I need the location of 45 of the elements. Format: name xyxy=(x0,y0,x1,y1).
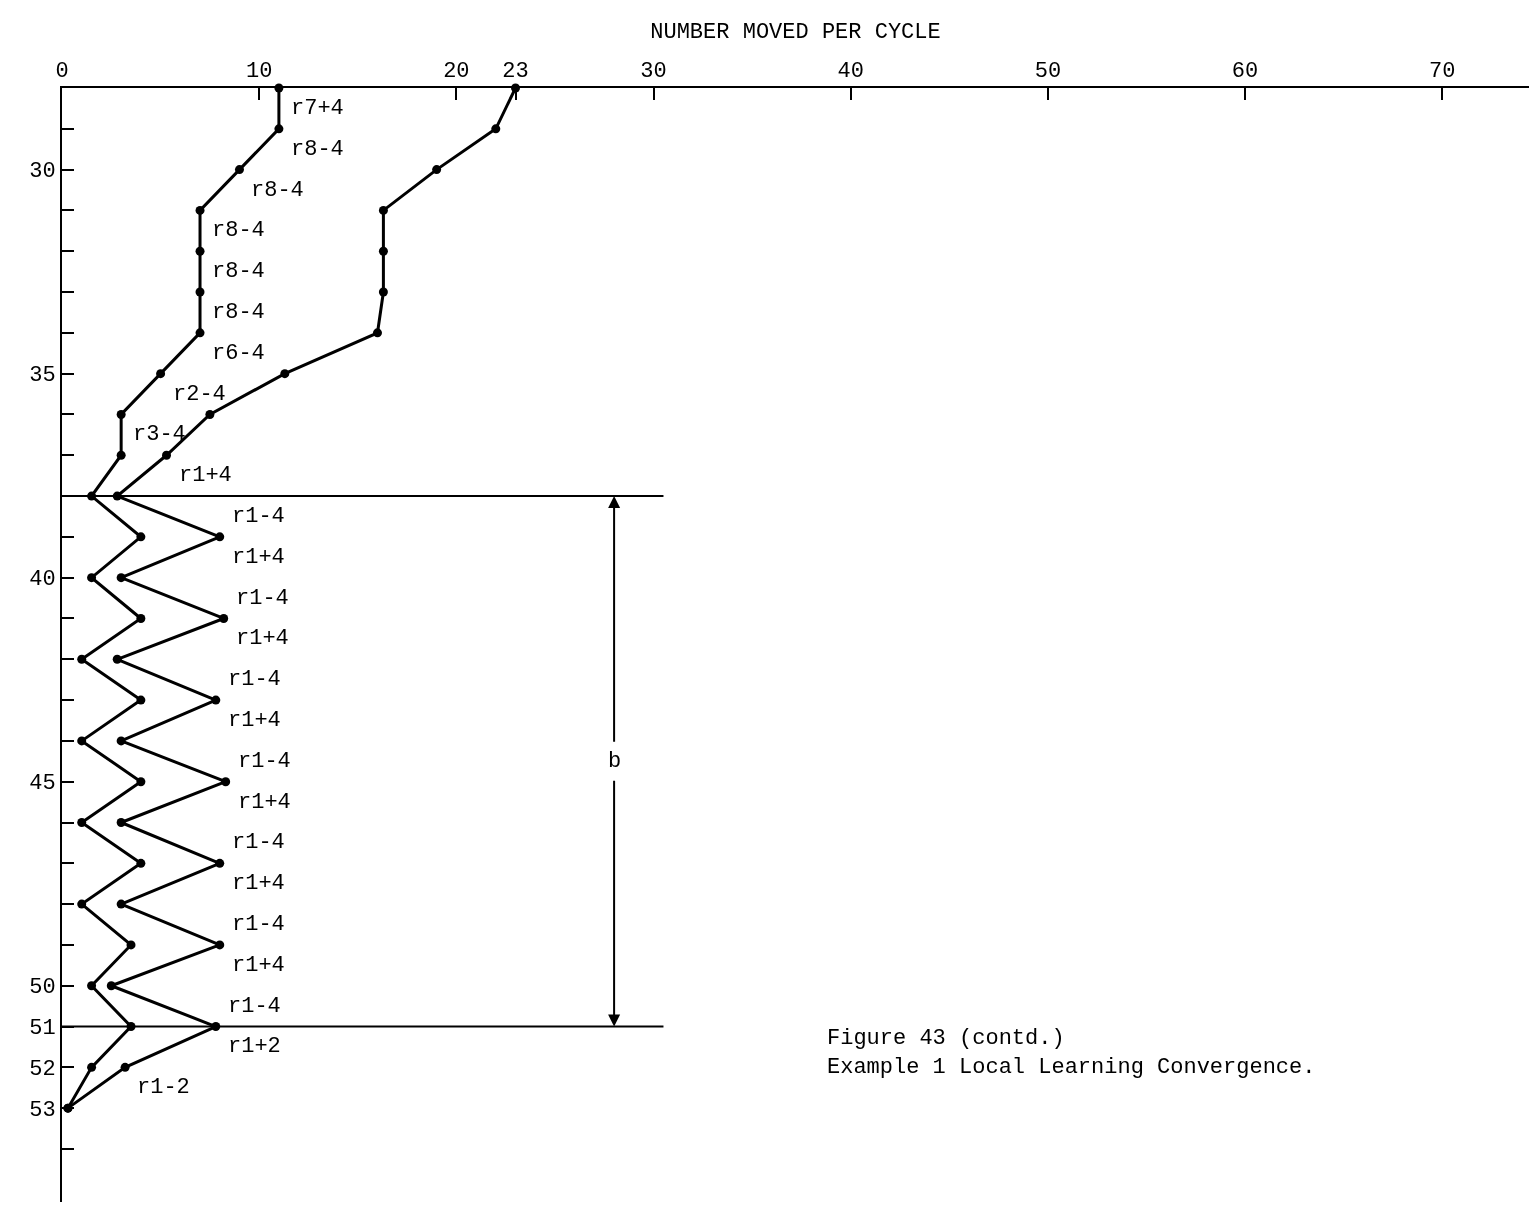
annotation: r1-4 xyxy=(232,504,285,529)
x-tick-label: 30 xyxy=(640,59,667,85)
y-tick-label: 52 xyxy=(29,1057,56,1083)
annotation: r8-4 xyxy=(212,300,265,325)
annotation: r1-2 xyxy=(137,1075,190,1100)
annotation: Figure 43 (contd.) Example 1 Local Learning Convergence. xyxy=(827,1026,1316,1080)
annotation: r6-4 xyxy=(212,341,265,366)
annotation: r1+4 xyxy=(179,463,232,488)
annotation: r1+2 xyxy=(228,1034,281,1059)
annotation: r1-4 xyxy=(232,912,285,937)
y-tick-label: 30 xyxy=(29,159,56,185)
annotation: r1+4 xyxy=(228,708,281,733)
y-tick-label: 35 xyxy=(29,363,56,389)
y-tick-label: 50 xyxy=(29,975,56,1001)
annotation: r1+4 xyxy=(232,953,285,978)
x-tick-label: 70 xyxy=(1429,59,1456,85)
annotation: r8-4 xyxy=(212,259,265,284)
annotation: r1-4 xyxy=(238,749,291,774)
annotation: r1-4 xyxy=(232,830,285,855)
annotation: r8-4 xyxy=(291,137,344,162)
annotation: r1+4 xyxy=(232,545,285,570)
x-tick-label: 60 xyxy=(1231,59,1259,85)
x-tick-label: 0 xyxy=(55,59,69,85)
annotation: r1-4 xyxy=(228,667,281,692)
annotation: b xyxy=(608,749,622,774)
annotation: r2-4 xyxy=(173,382,226,407)
y-tick-label: 45 xyxy=(29,771,56,797)
annotation: r1+4 xyxy=(232,871,285,896)
annotation: r7+4 xyxy=(291,96,344,121)
x-tick-label: 40 xyxy=(837,59,864,85)
x-tick-label: 23 xyxy=(502,59,529,85)
y-tick-label: 51 xyxy=(29,1016,56,1042)
x-tick-label: 10 xyxy=(245,59,273,85)
annotation: r1+4 xyxy=(238,790,291,815)
x-axis-title: NUMBER MOVED PER CYCLE xyxy=(650,19,941,45)
annotation: r1-4 xyxy=(228,994,281,1019)
annotation: r1+4 xyxy=(236,626,289,651)
y-tick-label: 40 xyxy=(29,567,56,593)
y-tick-label: 53 xyxy=(29,1097,56,1123)
annotation: r1-4 xyxy=(236,586,289,611)
annotation: r8-4 xyxy=(251,178,304,203)
x-tick-label: 20 xyxy=(443,59,470,85)
x-tick-label: 50 xyxy=(1034,59,1062,85)
annotation: r8-4 xyxy=(212,218,265,243)
annotation: r3-4 xyxy=(133,422,186,447)
